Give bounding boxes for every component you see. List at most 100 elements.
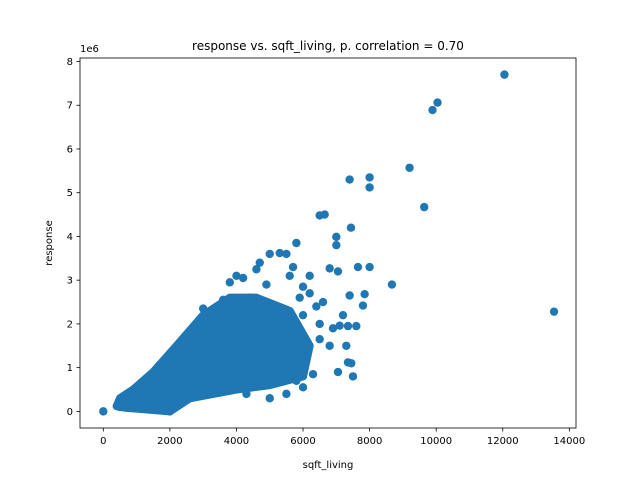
data-point: [343, 358, 353, 367]
data-point: [365, 183, 374, 192]
data-point: [328, 324, 338, 333]
data-point: [165, 387, 175, 396]
data-point: [365, 262, 374, 272]
data-point: [345, 175, 354, 184]
data-point: [265, 249, 274, 259]
data-point: [198, 374, 208, 383]
data-point: [225, 278, 234, 287]
y-axis: 0 1 2 3 4 5 6 7 8: [67, 57, 80, 418]
data-point: [325, 264, 334, 273]
data-point: [333, 367, 343, 377]
data-point: [352, 321, 361, 331]
data-point: [308, 370, 318, 379]
y-tick-label: 7: [67, 101, 73, 112]
y-tick-label: 4: [67, 232, 73, 243]
data-point: [282, 359, 291, 368]
y-tick-label: 8: [67, 57, 73, 68]
data-point: [265, 394, 274, 403]
data-point: [245, 306, 254, 315]
data-point: [215, 387, 225, 396]
data-point: [387, 280, 397, 289]
data-point: [335, 321, 344, 330]
data-point: [315, 335, 324, 344]
data-point: [305, 271, 314, 281]
data-point: [333, 267, 343, 276]
data-point: [305, 289, 314, 298]
data-point: [312, 302, 321, 311]
data-point: [298, 350, 308, 359]
data-point: [325, 341, 334, 350]
x-tick-label: 6000: [290, 436, 315, 447]
x-tick-label: 8000: [357, 436, 382, 447]
data-point: [265, 341, 274, 350]
y-tick-label: 1: [67, 363, 73, 374]
data-point: [282, 389, 291, 399]
data-point: [320, 210, 329, 219]
x-tick-label: 12000: [487, 436, 519, 447]
data-point: [338, 310, 348, 320]
plot-frame: [79, 57, 577, 429]
data-point: [353, 262, 363, 272]
data-point: [405, 163, 414, 172]
data-point: [428, 105, 437, 115]
data-point: [292, 238, 301, 248]
data-point: [275, 248, 284, 258]
data-point: [295, 293, 304, 302]
x-tick-label: 4000: [224, 436, 249, 447]
data-point: [346, 223, 356, 232]
data-point: [115, 402, 125, 412]
x-tick-label: 14000: [553, 436, 585, 447]
data-point: [125, 403, 135, 413]
data-point: [198, 304, 208, 313]
x-tick-label: 2000: [157, 436, 182, 447]
data-point: [215, 367, 225, 377]
data-point: [232, 383, 241, 392]
y-tick-label: 2: [67, 319, 73, 330]
y-tick-label: 0: [67, 407, 73, 418]
x-axis: 0 2000 4000 6000 8000 10000 12000 14000: [100, 428, 585, 447]
data-point: [132, 398, 141, 407]
data-point: [360, 289, 369, 299]
data-point: [142, 385, 151, 394]
data-point: [152, 376, 161, 385]
data-point: [342, 341, 351, 350]
x-tick-label: 0: [100, 436, 106, 447]
data-point: [298, 282, 308, 291]
data-point: [149, 394, 158, 403]
data-point: [99, 407, 108, 416]
data-point: [332, 232, 341, 242]
data-point: [242, 389, 251, 399]
data-point: [282, 324, 291, 333]
data-point: [318, 297, 328, 307]
data-points: [99, 70, 559, 416]
data-point: [248, 350, 258, 359]
y-tick-label: 3: [67, 276, 73, 287]
dense-points-cluster: [112, 293, 314, 416]
data-point: [162, 367, 171, 377]
data-point: [420, 202, 429, 212]
data-point: [332, 240, 341, 250]
data-point: [218, 295, 228, 305]
y-tick-label: 6: [67, 144, 73, 155]
data-point: [343, 321, 353, 331]
data-point: [232, 361, 241, 370]
x-tick-label: 10000: [420, 436, 452, 447]
data-point: [288, 262, 298, 272]
data-point: [500, 70, 509, 79]
data-point: [549, 307, 559, 316]
data-point: [282, 249, 291, 259]
y-tick-label: 5: [67, 188, 73, 199]
data-point: [182, 380, 191, 390]
data-point: [195, 328, 205, 337]
data-point: [245, 293, 254, 302]
data-point: [262, 280, 271, 289]
data-point: [265, 367, 274, 377]
data-point: [433, 98, 442, 107]
y-axis-label: response: [44, 220, 55, 265]
data-point: [252, 265, 261, 274]
data-point: [185, 339, 195, 348]
x-axis-label: sqft_living: [303, 460, 354, 471]
data-point: [238, 273, 248, 283]
data-point: [255, 258, 264, 267]
data-point: [215, 317, 225, 326]
